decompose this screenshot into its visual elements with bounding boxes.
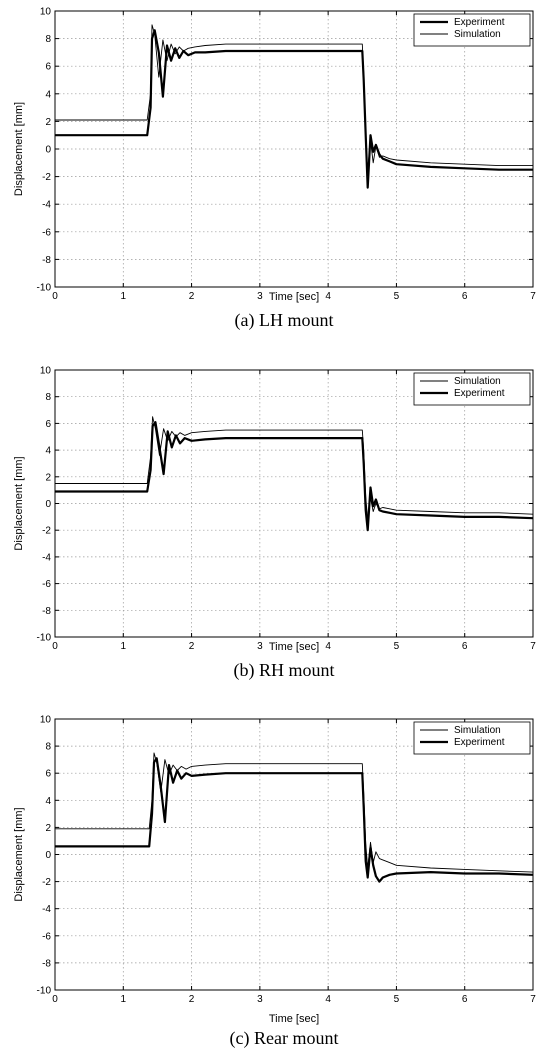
y-tick-label: -10 [37,986,52,997]
x-axis-label: Time [sec] [269,291,319,303]
y-tick-label: -10 [37,633,52,644]
y-tick-label: 10 [40,366,52,377]
legend-box [413,13,531,47]
series-line-experiment [55,421,534,532]
x-tick-label: 1 [121,641,127,652]
x-tick-label: 4 [325,641,331,652]
x-tick-label: 4 [325,291,331,302]
chart-panel-2: 0 1 2 3 4 5 6 7 10 8 6 4 2 0 -2 -4 -6 -8 -10 SimulationExpe… [13,366,536,682]
x-tick-label: 5 [394,291,400,302]
x-tick-label: 5 [394,641,400,652]
x-tick-label: 6 [462,291,468,302]
x-axis-label: Time [sec] [269,641,319,653]
x-tick-label: 3 [257,994,263,1005]
y-tick-label: -4 [42,552,51,563]
x-tick-label: 5 [394,994,400,1005]
legend-label: Simulation [454,376,501,387]
x-tick-label: 6 [462,641,468,652]
x-tick-label: 7 [530,641,536,652]
x-tick-label: 4 [325,994,331,1005]
y-tick-label: 6 [45,62,51,73]
x-tick-label: 1 [121,994,127,1005]
legend-label: Experiment [454,17,505,28]
x-tick-label: 0 [52,641,58,652]
y-tick-label: -4 [42,904,51,915]
y-tick-label: -6 [42,227,51,238]
x-tick-label: 3 [257,641,263,652]
x-tick-label: 2 [189,641,195,652]
y-tick-label: -6 [42,931,51,942]
x-tick-label: 2 [189,994,195,1005]
y-axis-label: Displacement [mm] [13,102,25,196]
y-tick-label: -2 [42,172,51,183]
legend-label: Simulation [454,725,501,736]
x-tick-label: 2 [189,291,195,302]
y-axis-label: Displacement [mm] [13,807,25,901]
y-tick-label: -2 [42,526,51,537]
y-tick-label: 6 [45,419,51,430]
panel-caption: (a) LH mount [235,310,334,331]
legend-box [413,372,531,406]
y-tick-label: 8 [45,392,51,403]
y-tick-label: 8 [45,34,51,45]
y-tick-label: -8 [42,958,51,969]
y-tick-label: -8 [42,255,51,266]
y-tick-label: -2 [42,877,51,888]
chart-panel-3: 0 1 2 3 4 5 6 7 10 8 6 4 2 0 -2 -4 -6 -8 -10 SimulationExpe… [13,715,536,1050]
y-tick-label: 4 [45,89,51,100]
y-tick-label: 10 [40,7,52,18]
legend-label: Simulation [454,29,501,40]
y-tick-label: 8 [45,742,51,753]
series-line-simulation [55,416,534,520]
legend-label: Experiment [454,388,505,399]
x-tick-label: 1 [121,291,127,302]
y-tick-label: 2 [45,823,51,834]
legend-box [413,721,531,755]
x-axis-label: Time [sec] [269,1013,319,1025]
x-tick-label: 6 [462,994,468,1005]
series-line-experiment [55,757,534,883]
y-tick-label: 2 [45,117,51,128]
y-tick-label: -6 [42,579,51,590]
legend-label: Experiment [454,737,505,748]
panel-caption: (b) RH mount [234,660,335,681]
y-tick-label: 0 [45,850,51,861]
panel-caption: (c) Rear mount [230,1028,339,1049]
x-tick-label: 0 [52,291,58,302]
y-tick-label: -8 [42,606,51,617]
y-axis-label: Displacement [mm] [13,456,25,550]
y-tick-label: 6 [45,769,51,780]
series-line-simulation [55,24,533,171]
x-tick-label: 7 [530,994,536,1005]
y-tick-label: 0 [45,145,51,156]
y-tick-label: 10 [40,715,52,726]
y-tick-label: 2 [45,472,51,483]
x-tick-label: 0 [52,994,58,1005]
plot-frame [54,718,534,991]
series-line-simulation [55,752,534,873]
y-tick-label: -10 [37,283,52,294]
plot-frame [54,10,534,288]
x-tick-label: 7 [530,291,536,302]
y-tick-label: 4 [45,446,51,457]
y-tick-label: 0 [45,499,51,510]
x-tick-label: 3 [257,291,263,302]
plot-frame [54,369,534,638]
chart-panel-1: 0 1 2 3 4 5 6 7 10 8 6 4 2 0 -2 -4 -6 -8 -10 ExperimentSimu… [13,7,536,332]
y-tick-label: 4 [45,796,51,807]
y-tick-label: -4 [42,200,51,211]
